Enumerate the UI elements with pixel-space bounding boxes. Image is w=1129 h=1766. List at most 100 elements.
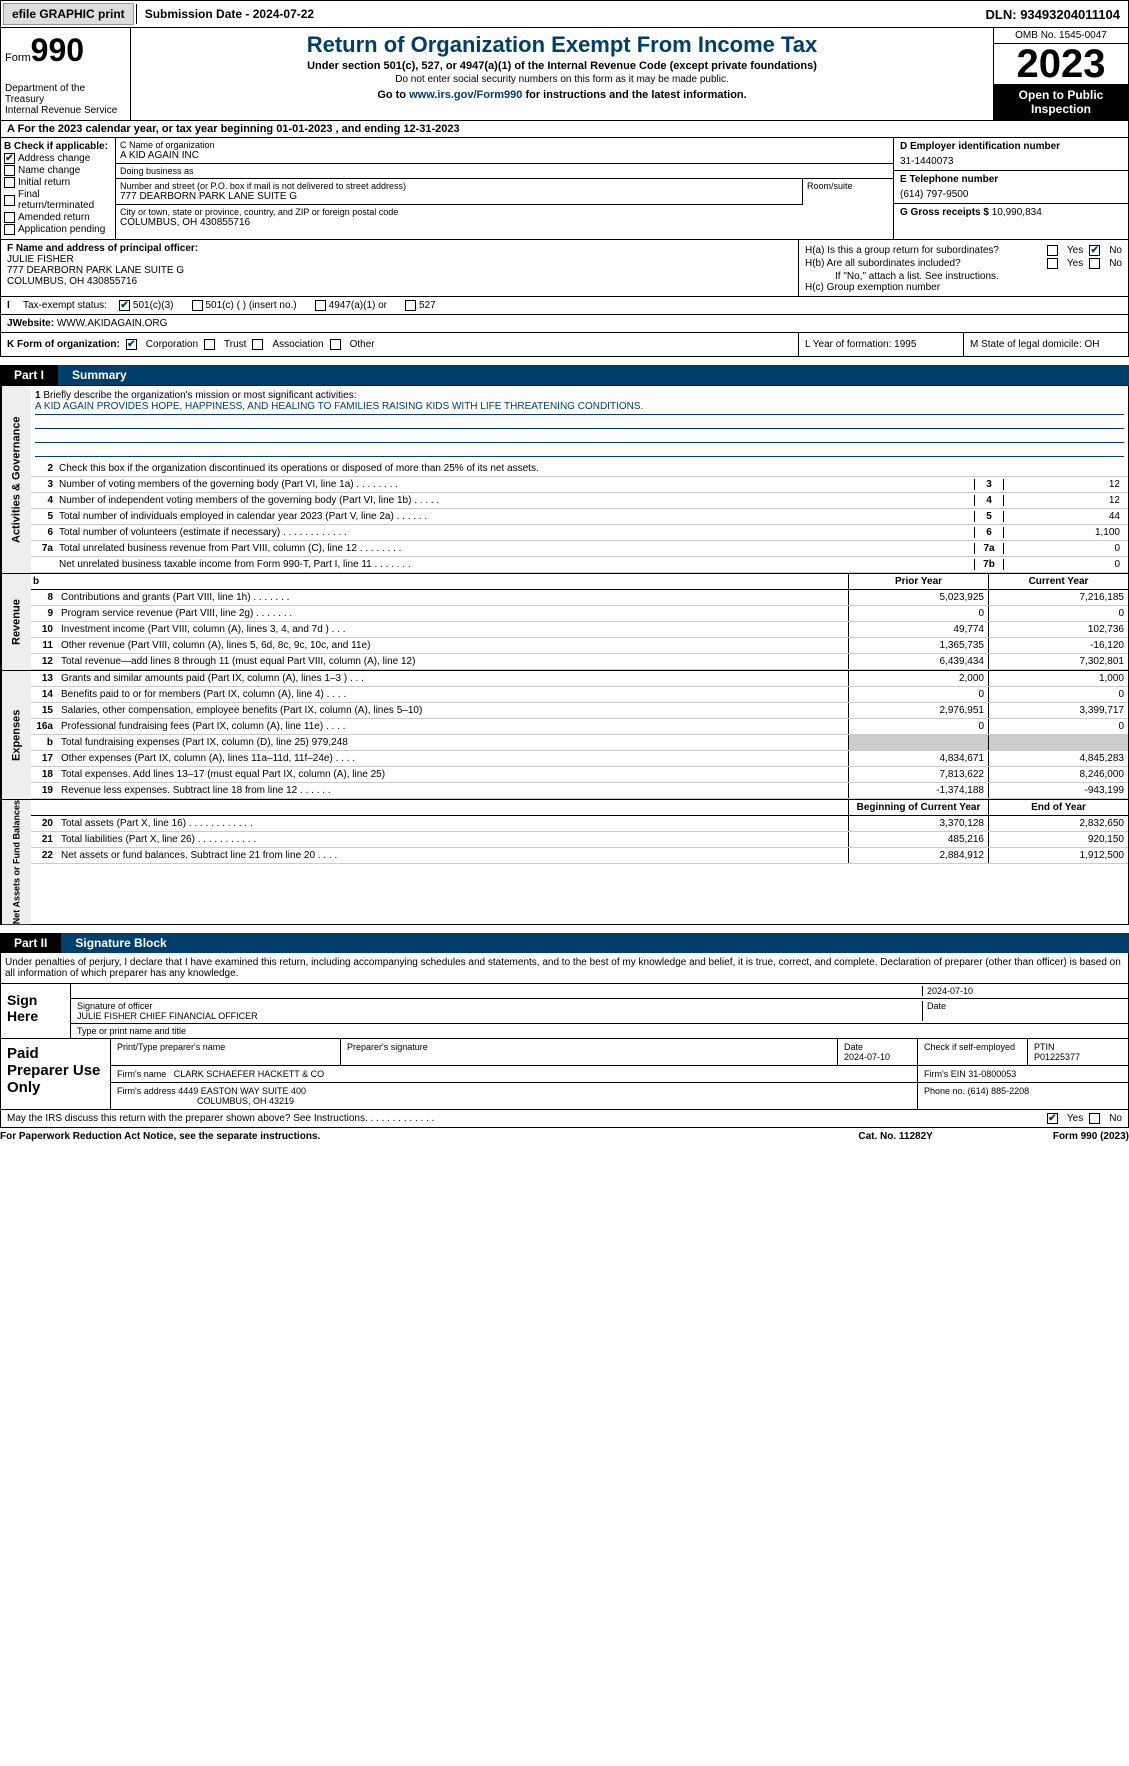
c-street-lbl: Number and street (or P.O. box if mail i… (120, 181, 798, 191)
chk-assoc[interactable] (252, 339, 263, 350)
chk-501c[interactable] (192, 300, 203, 311)
ha-no[interactable]: ✔ (1089, 245, 1100, 256)
prep-date: 2024-07-10 (844, 1052, 890, 1062)
d-gross: 10,990,834 (992, 207, 1042, 218)
chk-other[interactable] (330, 339, 341, 350)
curr-val: 1,000 (988, 671, 1128, 686)
c-name-lbl: C Name of organization (120, 140, 889, 150)
prior-val: 3,370,128 (848, 816, 988, 831)
hb-no[interactable] (1089, 258, 1100, 269)
paid-preparer-row: Paid Preparer Use Only Print/Type prepar… (0, 1039, 1129, 1110)
col-d: D Employer identification number31-14400… (893, 138, 1128, 239)
efile-print-button[interactable]: efile GRAPHIC print (3, 3, 134, 25)
prep-name-hdr: Print/Type preparer's name (111, 1039, 341, 1065)
prep-sig-hdr: Preparer's signature (341, 1039, 838, 1065)
chk-corp[interactable]: ✔ (126, 339, 137, 350)
prior-year-hdr: Prior Year (848, 574, 988, 589)
org-city: COLUMBUS, OH 430855716 (120, 217, 889, 228)
officer-addr1: 777 DEARBORN PARK LANE SUITE G (7, 265, 792, 276)
c-room-lbl: Room/suite (803, 179, 893, 205)
curr-year-hdr: Current Year (988, 574, 1128, 589)
firm-ein-lbl: Firm's EIN (924, 1069, 966, 1079)
b-amend: Amended return (18, 212, 90, 223)
line-val: 0 (1004, 543, 1124, 554)
chk-527[interactable] (405, 300, 416, 311)
ha-text: H(a) Is this a group return for subordin… (805, 245, 999, 256)
b-app: Application pending (18, 224, 105, 235)
checkbox-name[interactable] (4, 165, 15, 176)
curr-val: 1,912,500 (988, 848, 1128, 863)
line-text: Other revenue (Part VIII, column (A), li… (59, 638, 848, 653)
prior-val: 1,365,735 (848, 638, 988, 653)
state-domicile: M State of legal domicile: OH (963, 333, 1128, 356)
prior-val: 6,439,434 (848, 654, 988, 669)
hc-text: H(c) Group exemption number (805, 282, 1122, 293)
mission-blank2 (35, 429, 1124, 443)
form-word: Form (5, 52, 31, 64)
line1-text: Briefly describe the organization's miss… (43, 390, 356, 401)
curr-val: 8,246,000 (988, 767, 1128, 782)
tax-exempt-lbl: Tax-exempt status: (23, 300, 107, 311)
prior-val: 485,216 (848, 832, 988, 847)
fgh-row: F Name and address of principal officer:… (0, 240, 1129, 297)
line-text: Salaries, other compensation, employee b… (59, 703, 848, 718)
checkbox-addr[interactable]: ✔ (4, 153, 15, 164)
line-text: Total expenses. Add lines 13–17 (must eq… (59, 767, 848, 782)
submission-date: Submission Date - 2024-07-22 (136, 4, 322, 24)
form-footer: Form 990 (2023) (1053, 1131, 1129, 1142)
firm-addr1: 4449 EASTON WAY SUITE 400 (178, 1086, 306, 1096)
date-lbl: Date (922, 1001, 1122, 1021)
form-subtitle2: Do not enter social security numbers on … (135, 74, 989, 85)
checkbox-amend[interactable] (4, 212, 15, 223)
curr-val: 3,399,717 (988, 703, 1128, 718)
dept-treasury: Department of the Treasury Internal Reve… (5, 83, 126, 116)
line-val: 12 (1004, 495, 1124, 506)
ptin-val: P01225377 (1034, 1052, 1080, 1062)
year-formation: L Year of formation: 1995 (798, 333, 963, 356)
netassets-section: Net Assets or Fund Balances Beginning of… (0, 800, 1129, 925)
hb-yes[interactable] (1047, 258, 1058, 269)
form-subtitle: Under section 501(c), 527, or 4947(a)(1)… (135, 60, 989, 72)
website-row: JWebsite: WWW.AKIDAGAIN.ORG (0, 315, 1129, 333)
ha-yes[interactable] (1047, 245, 1058, 256)
type-name-lbl: Type or print name and title (71, 1024, 1128, 1038)
f-cell: F Name and address of principal officer:… (1, 240, 798, 296)
d-gross-lbl: G Gross receipts $ (900, 207, 992, 218)
line-text: Total number of volunteers (estimate if … (59, 527, 974, 538)
hb-note: If "No," attach a list. See instructions… (805, 271, 1122, 282)
irs-link[interactable]: www.irs.gov/Form990 (409, 89, 522, 101)
h-cell: H(a) Is this a group return for subordin… (798, 240, 1128, 296)
firm-phone-lbl: Phone no. (924, 1086, 965, 1096)
discuss-text: May the IRS discuss this return with the… (7, 1113, 434, 1124)
line-text: Number of voting members of the governin… (59, 479, 974, 490)
line-text: Net unrelated business taxable income fr… (59, 559, 974, 570)
officer-sig: JULIE FISHER CHIEF FINANCIAL OFFICER (77, 1011, 258, 1021)
line2-text: Check this box if the organization disco… (59, 463, 1124, 474)
firm-ein: 31-0800053 (968, 1069, 1016, 1079)
f-lbl: F Name and address of principal officer: (7, 243, 792, 254)
prior-val: 49,774 (848, 622, 988, 637)
mission-text: A KID AGAIN PROVIDES HOPE, HAPPINESS, AN… (35, 401, 1124, 415)
line-val: 12 (1004, 479, 1124, 490)
line-text: Total fundraising expenses (Part IX, col… (59, 735, 848, 750)
paperwork-notice: For Paperwork Reduction Act Notice, see … (0, 1131, 320, 1142)
officer-name: JULIE FISHER (7, 254, 792, 265)
line-box: 4 (974, 495, 1004, 506)
chk-501c3[interactable]: ✔ (119, 300, 130, 311)
chk-4947[interactable] (315, 300, 326, 311)
part1-lbl: Part I (0, 365, 58, 385)
discuss-no[interactable] (1089, 1113, 1100, 1124)
checkbox-init[interactable] (4, 177, 15, 188)
prior-val: 2,976,951 (848, 703, 988, 718)
section-bcd: B Check if applicable: ✔Address change N… (0, 138, 1129, 240)
chk-trust[interactable] (204, 339, 215, 350)
discuss-yes[interactable]: ✔ (1047, 1113, 1058, 1124)
prior-val: 0 (848, 687, 988, 702)
curr-val: 7,302,801 (988, 654, 1128, 669)
line-text: Total revenue—add lines 8 through 11 (mu… (59, 654, 848, 669)
checkbox-final[interactable] (4, 195, 15, 206)
curr-val: 2,832,650 (988, 816, 1128, 831)
checkbox-app[interactable] (4, 224, 15, 235)
self-emp-hdr: Check if self-employed (918, 1039, 1028, 1065)
prior-val: -1,374,188 (848, 783, 988, 798)
